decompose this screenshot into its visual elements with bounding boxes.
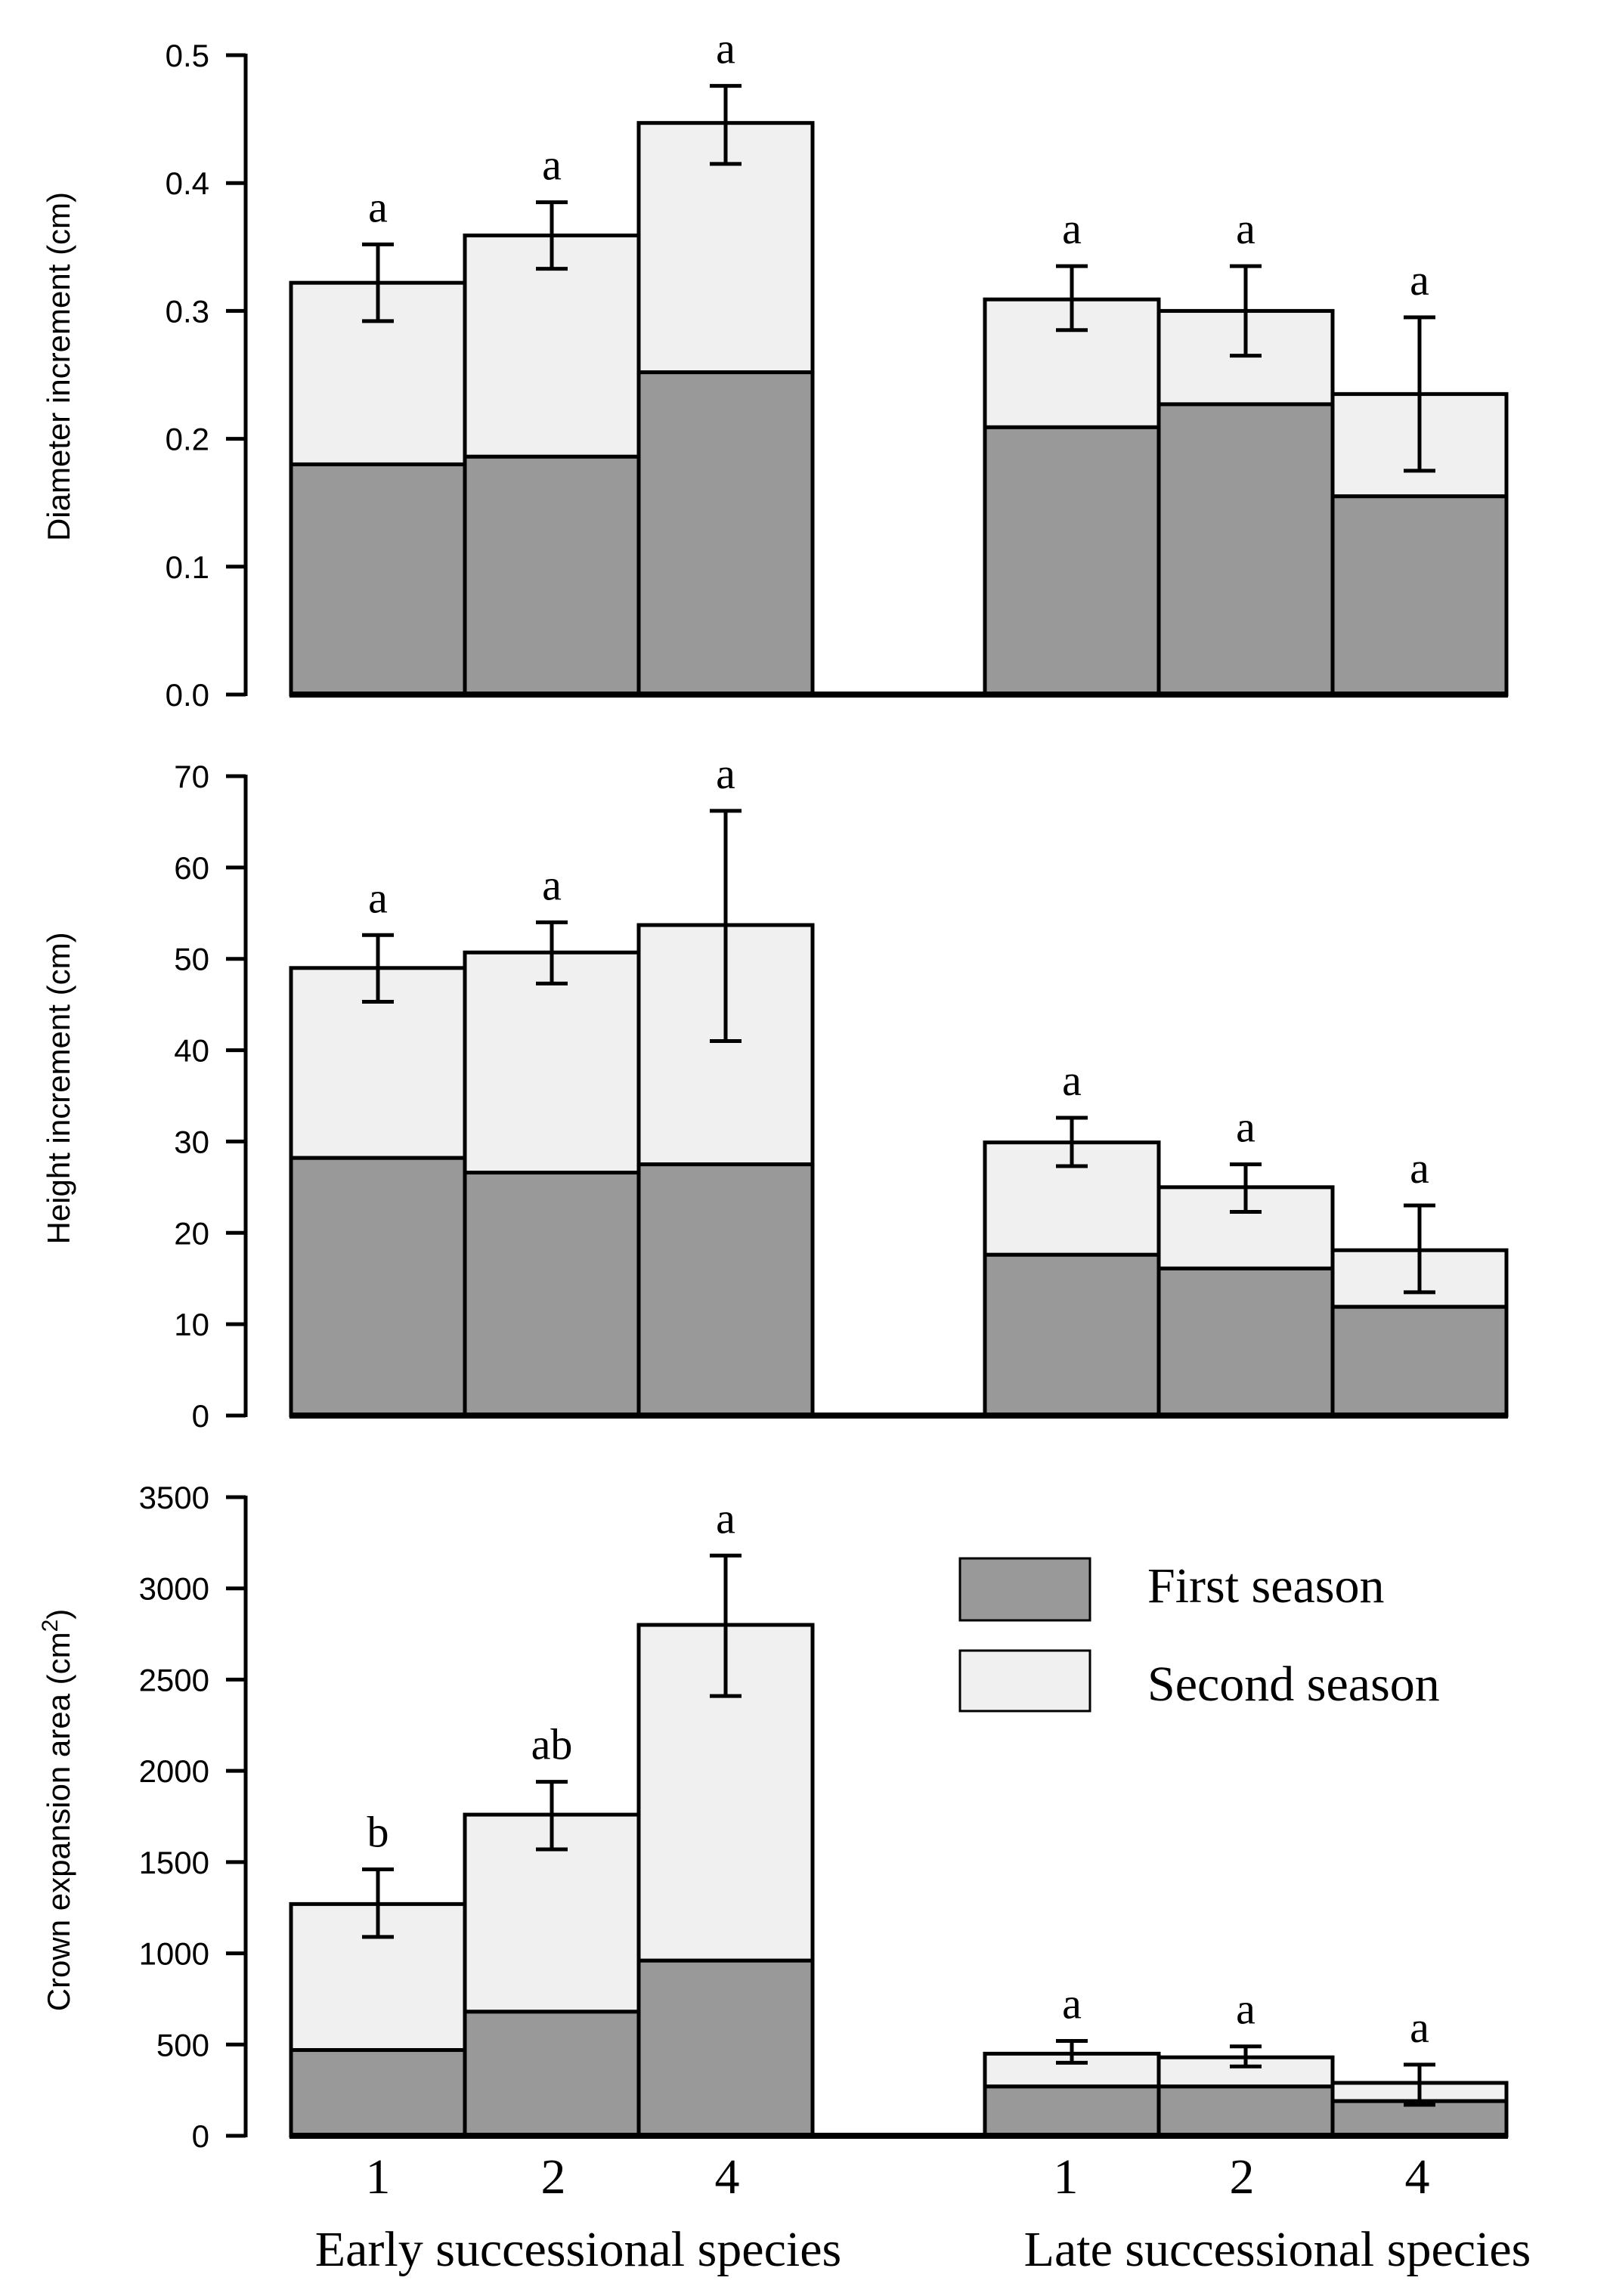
x-tick-label: 2 bbox=[1230, 2149, 1255, 2205]
significance-label: b bbox=[367, 1808, 389, 1857]
bar-first-season bbox=[985, 427, 1159, 695]
significance-label: a bbox=[1410, 1143, 1429, 1193]
y-tick-label: 0.1 bbox=[166, 549, 209, 585]
y-tick-label: 10 bbox=[174, 1307, 209, 1342]
bar-first-season bbox=[291, 2050, 465, 2136]
bar-first-season bbox=[291, 464, 465, 695]
y-tick-label: 0 bbox=[192, 2118, 209, 2154]
bar-first-season bbox=[1159, 404, 1333, 695]
legend-swatch-second-season bbox=[960, 1651, 1090, 1711]
significance-label: a bbox=[1062, 1056, 1082, 1105]
y-axis-label-crown-superscript: 2 bbox=[38, 1620, 63, 1632]
significance-label: a bbox=[368, 873, 388, 922]
y-tick-label: 0.4 bbox=[166, 166, 209, 201]
significance-label: a bbox=[368, 182, 388, 231]
bar-first-season bbox=[465, 2012, 639, 2136]
y-tick-label: 2500 bbox=[139, 1662, 209, 1697]
y-tick-label: 50 bbox=[174, 942, 209, 977]
x-tick-label: 1 bbox=[366, 2149, 391, 2205]
significance-label: a bbox=[716, 1493, 735, 1543]
significance-label: a bbox=[1236, 1103, 1255, 1152]
significance-label: a bbox=[716, 749, 735, 798]
y-tick-label: 3500 bbox=[139, 1480, 209, 1515]
bar-first-season bbox=[1333, 1307, 1506, 1416]
bar-first-season bbox=[1159, 1268, 1333, 1416]
bar-first-season bbox=[639, 373, 813, 695]
significance-label: a bbox=[542, 860, 562, 909]
y-axis-label-height: Height increment (cm) bbox=[41, 932, 76, 1244]
y-tick-label: 0.2 bbox=[166, 422, 209, 457]
bar-first-season bbox=[291, 1158, 465, 1416]
bar-first-season bbox=[1159, 2087, 1333, 2136]
legend-label-second-season: Second season bbox=[1147, 1657, 1440, 1712]
y-tick-label: 3000 bbox=[139, 1571, 209, 1607]
bar-first-season bbox=[465, 456, 639, 695]
y-tick-label: 0.5 bbox=[166, 38, 209, 73]
y-tick-label: 30 bbox=[174, 1124, 209, 1159]
group-label-late: Late successional species bbox=[1024, 2222, 1531, 2277]
x-axis: 1 2 4 1 2 4 Early successional species L… bbox=[315, 2149, 1531, 2277]
bar-second-season bbox=[465, 952, 639, 1172]
bar-first-season bbox=[985, 1255, 1159, 1416]
bar-first-season bbox=[639, 1960, 813, 2136]
significance-label: a bbox=[1236, 1985, 1255, 2034]
significance-label: a bbox=[1236, 204, 1255, 253]
y-tick-label: 70 bbox=[174, 759, 209, 794]
group-label-early: Early successional species bbox=[315, 2222, 841, 2277]
legend-swatch-first-season bbox=[960, 1558, 1090, 1620]
panel-diameter-increment: Diameter increment (cm) 0.0 0.1 0.2 0.3 0.4 0… bbox=[41, 24, 1508, 713]
x-tick-label: 4 bbox=[715, 2149, 740, 2205]
y-tick-label: 0 bbox=[192, 1398, 209, 1434]
y-tick-label: 2000 bbox=[139, 1753, 209, 1789]
significance-label: a bbox=[1062, 1979, 1082, 2028]
y-tick-label: 40 bbox=[174, 1033, 209, 1069]
x-tick-label: 1 bbox=[1054, 2149, 1079, 2205]
y-tick-label: 500 bbox=[156, 2027, 209, 2062]
bar-first-season bbox=[465, 1173, 639, 1416]
significance-label: a bbox=[1062, 204, 1082, 253]
figure: Diameter increment (cm) 0.0 0.1 0.2 0.3 0.4 0… bbox=[0, 0, 1610, 2296]
y-tick-label: 1500 bbox=[139, 1845, 209, 1880]
y-axis-label-crown: Crown expansion area (cm2) bbox=[38, 1609, 76, 2012]
y-axis-label-crown-close: ) bbox=[41, 1609, 76, 1620]
y-axis-label-crown-main: Crown expansion area (cm bbox=[41, 1632, 76, 2011]
x-tick-label: 4 bbox=[1405, 2149, 1430, 2205]
bar-first-season bbox=[985, 2087, 1159, 2136]
panel-crown-expansion-area: Crown expansion area (cm2) First season … bbox=[38, 1480, 1508, 2154]
bar-first-season bbox=[639, 1165, 813, 1416]
y-tick-label: 60 bbox=[174, 850, 209, 886]
significance-label: ab bbox=[531, 1720, 573, 1769]
y-tick-label: 0.0 bbox=[166, 677, 209, 713]
significance-label: a bbox=[542, 141, 562, 190]
significance-label: a bbox=[716, 24, 735, 73]
y-tick-label: 0.3 bbox=[166, 293, 209, 329]
y-axis-label-diameter: Diameter increment (cm) bbox=[41, 192, 76, 541]
y-tick-label: 20 bbox=[174, 1215, 209, 1251]
legend-label-first-season: First season bbox=[1147, 1558, 1385, 1614]
legend: First season Second season bbox=[960, 1558, 1440, 1712]
x-tick-label: 2 bbox=[541, 2149, 566, 2205]
bar-first-season bbox=[1333, 497, 1506, 695]
significance-label: a bbox=[1410, 255, 1429, 305]
significance-label: a bbox=[1410, 2003, 1429, 2052]
panel-height-increment: Height increment (cm) 0 10 20 30 40 50 60 70 a a a… bbox=[41, 749, 1508, 1434]
y-tick-label: 1000 bbox=[139, 1936, 209, 1972]
